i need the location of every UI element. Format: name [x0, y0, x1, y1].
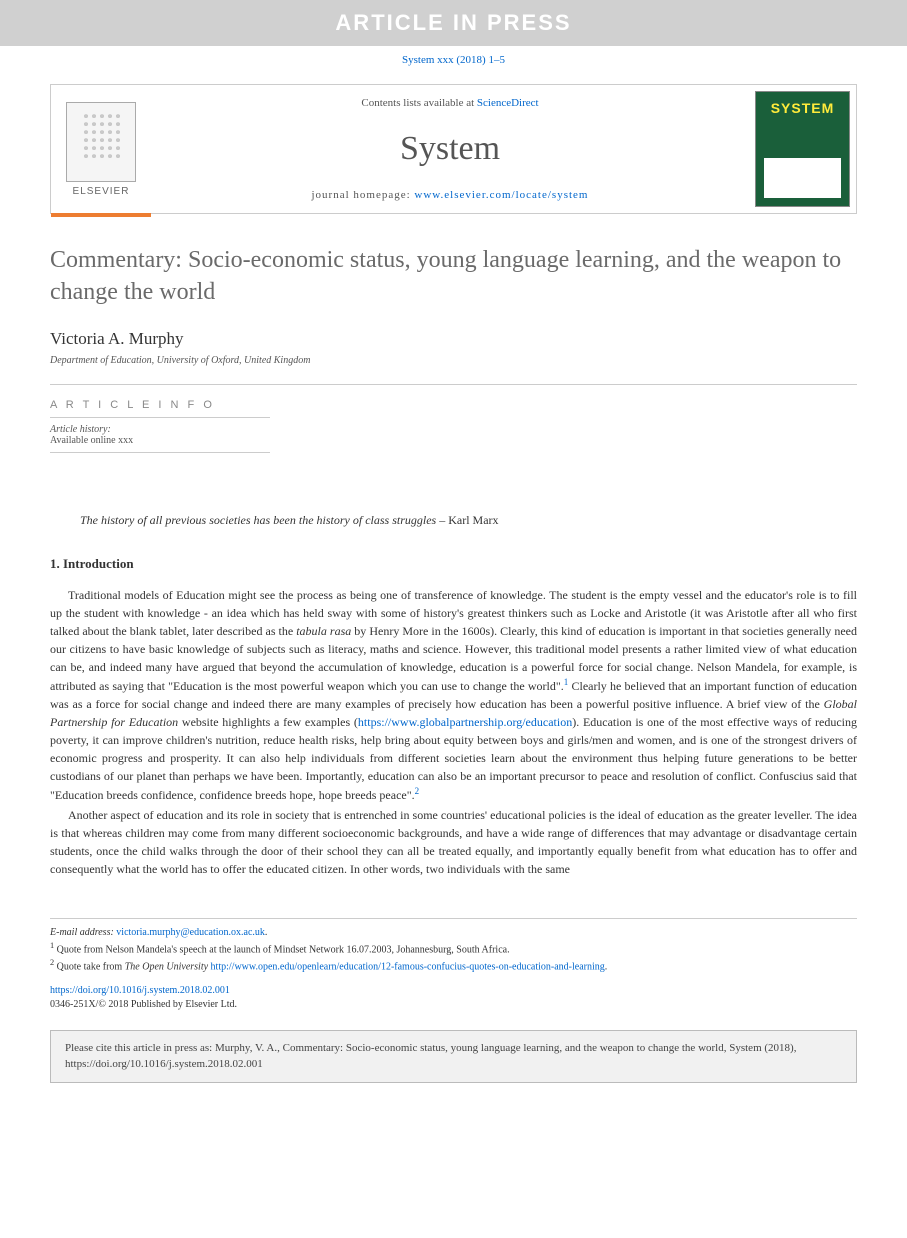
- gpe-link[interactable]: https://www.globalpartnership.org/educat…: [358, 715, 572, 729]
- elsevier-tree-icon: [66, 102, 136, 182]
- divider: [50, 384, 857, 385]
- publisher-logo: ELSEVIER: [51, 85, 151, 213]
- running-head-link[interactable]: System xxx (2018) 1–5: [402, 54, 505, 66]
- masthead-center: Contents lists available at ScienceDirec…: [151, 85, 749, 213]
- contents-prefix: Contents lists available at: [361, 97, 476, 109]
- footnote-2: 2 Quote take from The Open University ht…: [50, 957, 857, 974]
- author-name: Victoria A. Murphy: [50, 329, 857, 349]
- author-email-link[interactable]: victoria.murphy@education.ox.ac.uk: [116, 927, 265, 938]
- orange-accent-bar: [51, 213, 151, 217]
- fn2-link[interactable]: http://www.open.edu/openlearn/education/…: [208, 961, 605, 972]
- doi-block: https://doi.org/10.1016/j.system.2018.02…: [50, 984, 857, 1012]
- footnote-ref-2[interactable]: 2: [415, 786, 420, 796]
- article-body: Commentary: Socio-economic status, young…: [0, 244, 907, 1012]
- article-info-box: Article history: Available online xxx: [50, 417, 270, 453]
- paragraph-1: Traditional models of Education might se…: [50, 586, 857, 804]
- epigraph-attribution: – Karl Marx: [436, 513, 498, 527]
- publisher-name: ELSEVIER: [73, 186, 130, 197]
- masthead: ELSEVIER Contents lists available at Sci…: [50, 84, 857, 214]
- fn1-text: Quote from Nelson Mandela's speech at th…: [54, 944, 509, 955]
- section-1-heading: 1. Introduction: [50, 556, 857, 572]
- history-label: Article history:: [50, 424, 270, 435]
- journal-cover-thumbnail: SYSTEM: [755, 91, 850, 207]
- fn2-prefix: Quote take from: [54, 961, 125, 972]
- article-info-heading: A R T I C L E I N F O: [50, 399, 857, 411]
- citation-box: Please cite this article in press as: Mu…: [50, 1030, 857, 1083]
- email-footnote: E-mail address: victoria.murphy@educatio…: [50, 925, 857, 940]
- homepage-link[interactable]: www.elsevier.com/locate/system: [414, 189, 588, 201]
- available-online: Available online xxx: [50, 435, 270, 446]
- epigraph-text: The history of all previous societies ha…: [80, 513, 436, 527]
- footnote-1: 1 Quote from Nelson Mandela's speech at …: [50, 940, 857, 957]
- fn2-suffix: .: [605, 961, 608, 972]
- author-affiliation: Department of Education, University of O…: [50, 355, 857, 366]
- footnotes-block: E-mail address: victoria.murphy@educatio…: [50, 918, 857, 975]
- p1-tabula-rasa: tabula rasa: [296, 624, 351, 638]
- homepage-line: journal homepage: www.elsevier.com/locat…: [151, 189, 749, 201]
- email-suffix: .: [265, 927, 268, 938]
- fn2-source: The Open University: [125, 961, 208, 972]
- article-title: Commentary: Socio-economic status, young…: [50, 244, 857, 309]
- p1-text-d: website highlights a few examples (: [178, 715, 358, 729]
- running-head: System xxx (2018) 1–5: [0, 46, 907, 74]
- email-label: E-mail address:: [50, 927, 116, 938]
- journal-name: System: [151, 130, 749, 168]
- cover-map-icon: [764, 158, 841, 198]
- issn-copyright: 0346-251X/© 2018 Published by Elsevier L…: [50, 998, 857, 1012]
- paragraph-2: Another aspect of education and its role…: [50, 806, 857, 878]
- contents-line: Contents lists available at ScienceDirec…: [151, 97, 749, 109]
- homepage-prefix: journal homepage:: [311, 189, 414, 201]
- sciencedirect-link[interactable]: ScienceDirect: [477, 97, 539, 109]
- epigraph: The history of all previous societies ha…: [80, 513, 857, 528]
- article-in-press-banner: ARTICLE IN PRESS: [0, 0, 907, 46]
- doi-link[interactable]: https://doi.org/10.1016/j.system.2018.02…: [50, 985, 230, 996]
- cover-title: SYSTEM: [756, 92, 849, 116]
